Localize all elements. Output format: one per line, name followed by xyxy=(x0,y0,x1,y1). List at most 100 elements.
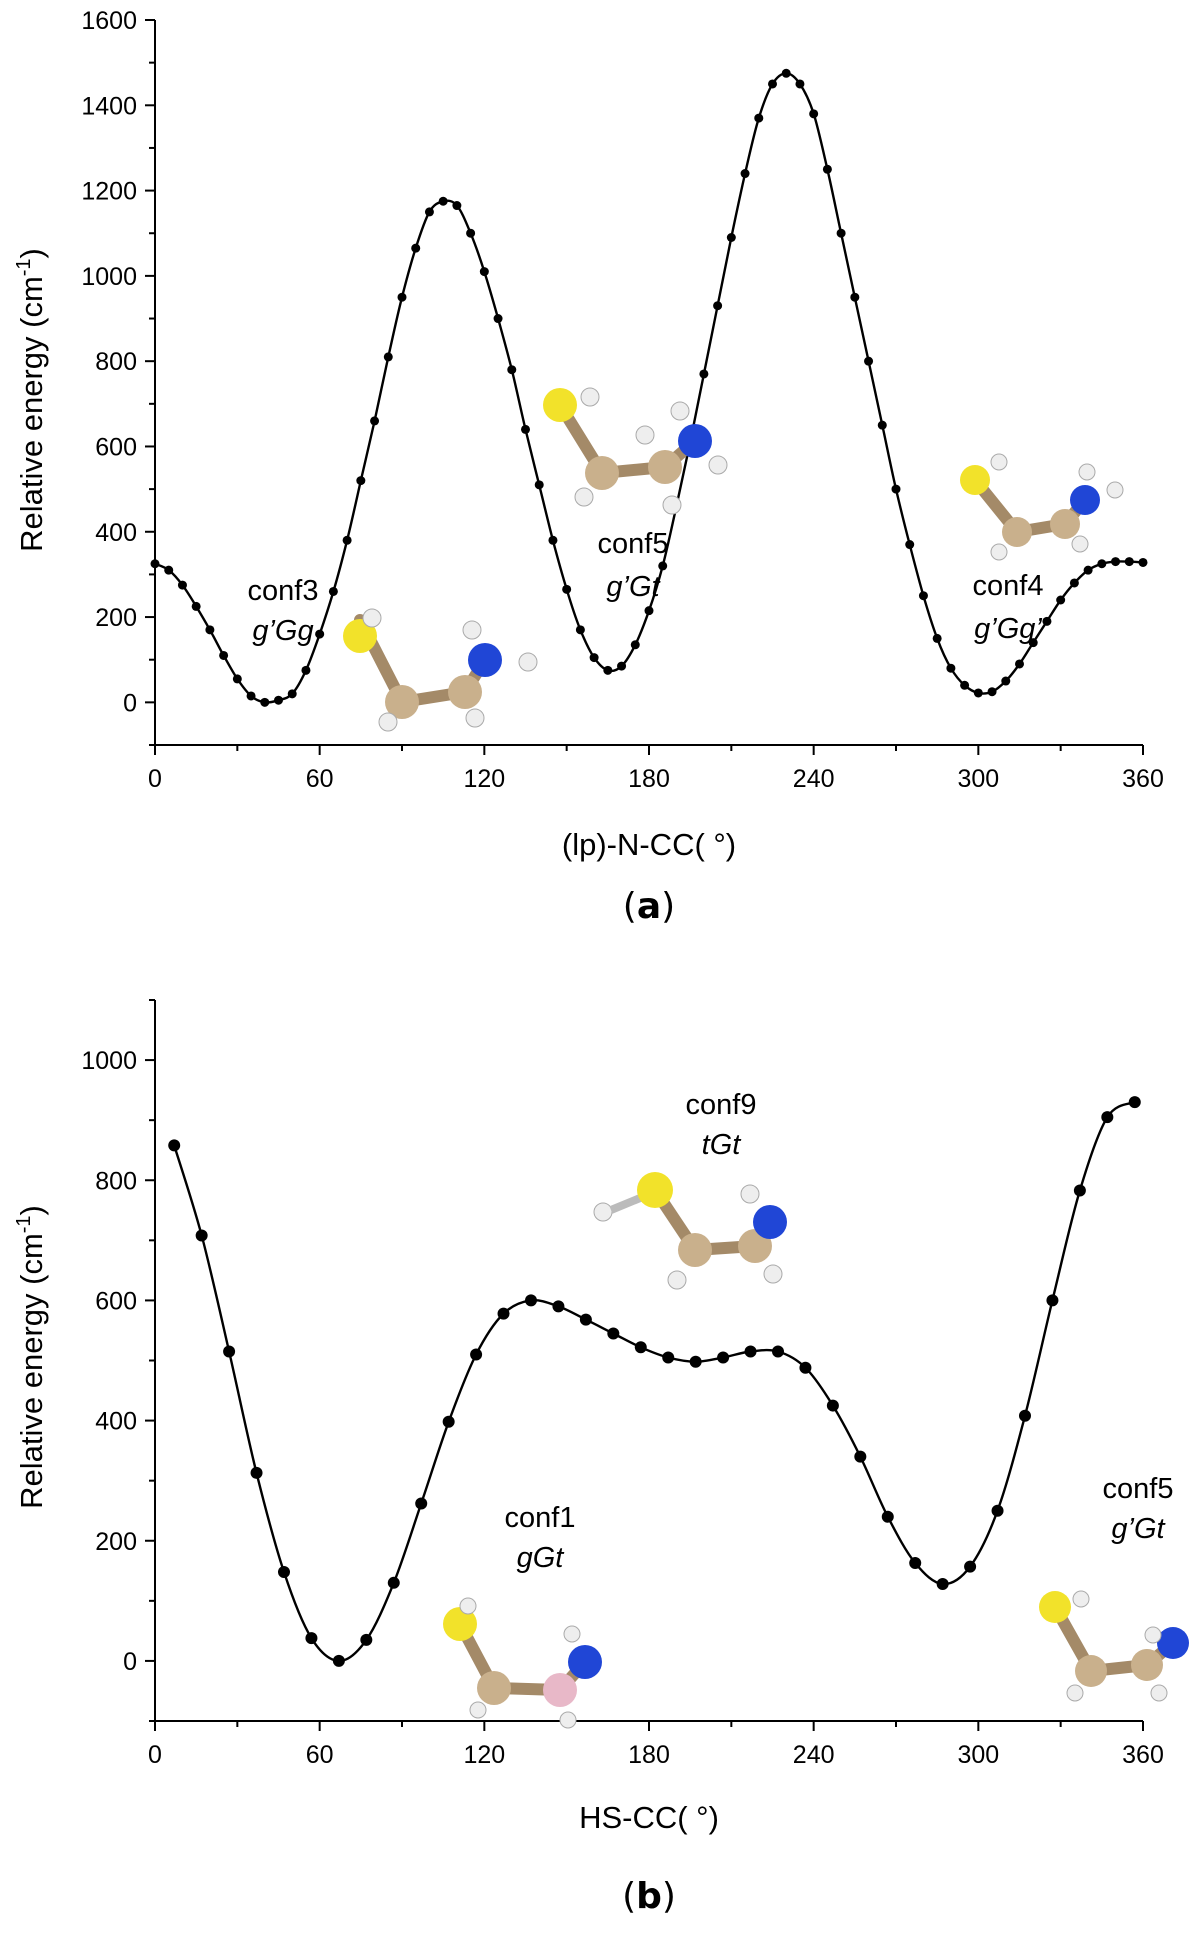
a-data-point xyxy=(932,633,942,643)
chart-b-annotation-conf9-name: conf9 xyxy=(686,1089,757,1121)
a-data-point xyxy=(603,665,613,675)
a-data-point xyxy=(905,540,915,550)
a-data-point xyxy=(493,314,503,324)
b-data-point xyxy=(662,1351,675,1364)
b-y-tick-label: 800 xyxy=(95,1167,137,1195)
a-data-point xyxy=(1042,616,1052,626)
a-data-point xyxy=(918,591,928,601)
b-data-point xyxy=(936,1578,949,1591)
chart-b-annotation-conf1-name: conf1 xyxy=(505,1502,576,1534)
a-x-tick-label: 180 xyxy=(628,765,670,793)
a-data-point xyxy=(191,601,201,611)
a-data-point xyxy=(946,663,956,673)
chart-a-annotation-conf4-name: conf4 xyxy=(973,570,1044,602)
chart-b: 0 60 120 180 240 300 360 0 200 400 600 800 1000 HS-C… xyxy=(13,999,1189,1917)
chart-a-points xyxy=(150,68,1148,707)
a-data-point xyxy=(315,629,325,639)
a-data-point xyxy=(301,665,311,675)
chart-b-annotation-conf1-label: gGt xyxy=(517,1542,566,1574)
b-data-point xyxy=(634,1341,647,1354)
b-data-point xyxy=(223,1345,236,1358)
a-x-tick-label: 0 xyxy=(148,765,162,793)
a-data-point xyxy=(177,580,187,590)
b-y-tick-label: 400 xyxy=(95,1408,137,1436)
b-data-point xyxy=(579,1313,592,1326)
a-data-point xyxy=(1001,676,1011,686)
a-data-point xyxy=(781,68,791,78)
panel-label-a: (a) xyxy=(623,886,675,927)
a-y-tick-label: 600 xyxy=(95,433,137,461)
a-y-tick-label: 1600 xyxy=(81,7,137,35)
a-x-tick-label: 120 xyxy=(463,765,505,793)
a-data-point xyxy=(150,559,160,569)
b-data-point xyxy=(607,1327,620,1340)
a-data-point xyxy=(1056,595,1066,605)
b-data-point xyxy=(799,1361,812,1374)
b-x-tick-label: 120 xyxy=(463,1741,505,1769)
a-data-point xyxy=(219,650,229,660)
a-data-point xyxy=(534,480,544,490)
b-x-tick-label: 240 xyxy=(793,1741,835,1769)
b-x-tick-label: 180 xyxy=(628,1741,670,1769)
b-data-point xyxy=(1018,1409,1031,1422)
b-data-point xyxy=(964,1560,977,1573)
b-y-tick-label: 1000 xyxy=(81,1047,137,1075)
a-data-point xyxy=(1111,557,1121,567)
b-data-point xyxy=(415,1497,428,1510)
a-data-point xyxy=(726,233,736,242)
a-y-tick-label: 0 xyxy=(123,689,137,717)
chart-a-annotation-conf4-label: g’Gg’ xyxy=(974,613,1042,645)
b-data-point xyxy=(881,1510,894,1523)
b-data-point xyxy=(497,1307,510,1320)
b-data-point xyxy=(1128,1096,1141,1109)
chart-b-ticks xyxy=(145,999,1144,1731)
a-data-point xyxy=(479,267,489,277)
a-data-point xyxy=(246,691,256,701)
chart-b-tick-labels: 0 60 120 180 240 300 360 0 200 400 600 800 1000 xyxy=(81,1047,1163,1769)
b-data-point xyxy=(909,1556,922,1569)
a-data-point xyxy=(1097,559,1107,569)
b-data-point xyxy=(717,1351,730,1364)
a-y-tick-label: 1200 xyxy=(81,178,137,206)
a-data-point xyxy=(740,169,750,179)
a-data-point xyxy=(287,689,297,699)
b-data-point xyxy=(991,1504,1004,1517)
a-data-point xyxy=(630,640,640,650)
a-data-point xyxy=(836,228,846,238)
a-data-point xyxy=(575,625,585,635)
b-data-point xyxy=(360,1633,373,1646)
chart-a-y-title: Relative energy (cm-1) xyxy=(13,248,49,552)
a-data-point xyxy=(644,606,654,616)
b-data-point xyxy=(1073,1184,1086,1197)
b-y-tick-label: 200 xyxy=(95,1528,137,1556)
b-data-point xyxy=(442,1415,455,1428)
b-data-point xyxy=(1101,1111,1114,1124)
chart-a: 0 60 120 180 240 300 360 0 200 400 600 800 1000 1200 1… xyxy=(13,7,1164,927)
b-x-tick-label: 0 xyxy=(148,1741,162,1769)
b-data-point xyxy=(1046,1294,1059,1307)
molecule-conf5-image xyxy=(543,387,728,515)
b-x-tick-label: 60 xyxy=(306,1741,334,1769)
a-x-tick-label: 60 xyxy=(306,765,334,793)
a-y-tick-label: 1400 xyxy=(81,92,137,120)
a-data-point xyxy=(205,625,215,635)
b-data-point xyxy=(689,1355,702,1368)
b-data-point xyxy=(195,1229,208,1242)
a-data-point xyxy=(658,561,668,571)
b-data-point xyxy=(524,1294,537,1307)
a-data-point xyxy=(1138,557,1148,567)
a-data-point xyxy=(383,352,393,362)
a-data-point xyxy=(328,586,338,596)
chart-b-annotation-conf9-label: tGt xyxy=(702,1129,743,1161)
b-data-point xyxy=(305,1632,318,1645)
chart-b-points xyxy=(168,1096,1141,1667)
chart-b-annotation-conf5-label: g’Gt xyxy=(1111,1513,1166,1545)
chart-a-x-title: (lp)-N-CC( °) xyxy=(562,827,736,862)
b-data-point xyxy=(332,1654,345,1667)
a-data-point xyxy=(589,653,599,663)
panel-label-b: (b) xyxy=(622,1876,676,1917)
a-data-point xyxy=(1028,638,1038,648)
b-data-point xyxy=(250,1466,263,1479)
b-x-tick-label: 360 xyxy=(1122,1741,1164,1769)
a-data-point xyxy=(397,292,407,302)
